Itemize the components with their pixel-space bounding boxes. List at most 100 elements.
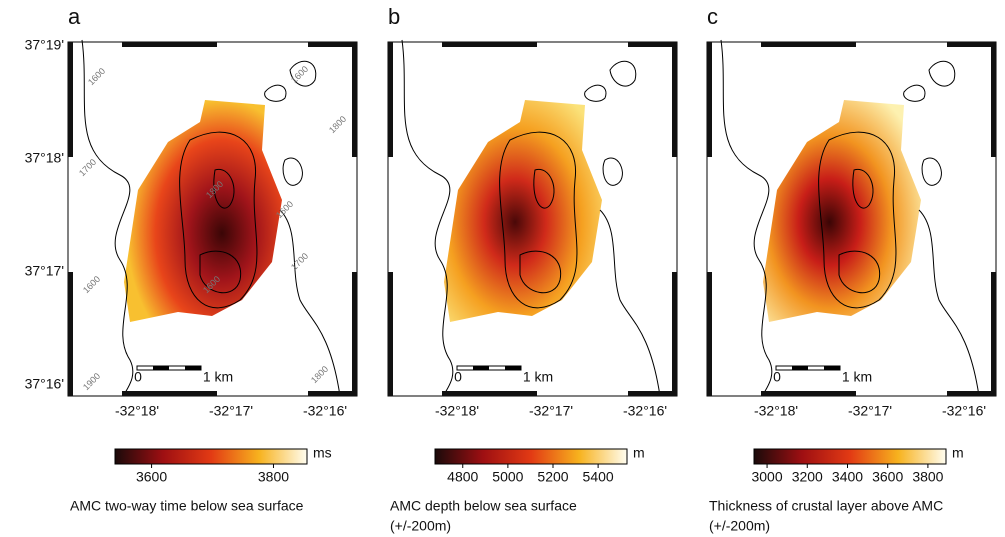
contour: [928, 60, 956, 87]
colorbar-caption: (+/-200m): [390, 518, 451, 534]
scale-label: 0: [454, 369, 462, 385]
scale-bar-fill: [153, 366, 169, 370]
frame-bar: [991, 42, 996, 157]
amc-map: [763, 100, 921, 322]
contour: [602, 157, 623, 186]
contour-label: 1700: [289, 251, 310, 272]
colorbar-caption: AMC depth below sea surface: [390, 498, 577, 514]
colorbar-caption: (+/-200m): [709, 518, 770, 534]
contour: [289, 60, 317, 87]
frame-bar: [707, 42, 712, 157]
lon-label: -32°18': [754, 403, 798, 419]
colorbar-unit: m: [952, 445, 964, 461]
contour: [279, 209, 341, 397]
frame-bar: [628, 391, 677, 396]
contour: [179, 131, 258, 309]
contour-label: 1800: [327, 114, 348, 135]
colorbar-tick-label: 3800: [912, 469, 943, 485]
scale-bar-fill: [505, 366, 521, 370]
scale-label: 1 km: [523, 369, 553, 385]
colorbar-tick-label: 4800: [447, 469, 478, 485]
contour: [401, 39, 454, 397]
frame-bar: [628, 42, 677, 47]
contour: [818, 131, 897, 309]
scale-label: 0: [134, 369, 142, 385]
colorbar-tick-label: 3200: [792, 469, 823, 485]
colorbar-tick-label: 5200: [537, 469, 568, 485]
frame-bar: [947, 391, 996, 396]
contour: [609, 60, 637, 87]
frame-bar: [672, 272, 677, 396]
lon-label: -32°18': [115, 403, 159, 419]
frame-bar: [761, 42, 856, 47]
frame-bar: [122, 391, 217, 396]
frame-bar: [947, 42, 996, 47]
scale-bar-fill: [792, 366, 808, 370]
contour: [213, 168, 235, 209]
panel-label: b: [388, 4, 400, 29]
amc-map: [444, 100, 602, 322]
colorbar-tick-label: 3600: [872, 469, 903, 485]
lon-label: -32°18': [435, 403, 479, 419]
frame-bar: [442, 42, 537, 47]
contour: [199, 250, 242, 294]
scale-label: 1 km: [842, 369, 872, 385]
frame-bar: [352, 42, 357, 157]
colorbar-tick-label: 5000: [492, 469, 523, 485]
lon-label: -32°16': [303, 403, 347, 419]
scale-bar-fill: [185, 366, 201, 370]
contour-label: 1900: [81, 371, 102, 392]
frame-bar: [352, 272, 357, 396]
amc-map: [124, 100, 282, 322]
lat-label: 37°18': [25, 150, 64, 166]
colorbar-tick-label: 5400: [583, 469, 614, 485]
lon-label: -32°16': [942, 403, 986, 419]
frame-bar: [122, 42, 217, 47]
colorbar: [114, 448, 308, 465]
contour: [599, 209, 661, 397]
colorbar-unit: m: [633, 445, 645, 461]
contour-label: 1700: [77, 157, 98, 178]
colorbar-tick-label: 3600: [136, 469, 167, 485]
lon-label: -32°17': [529, 403, 573, 419]
panel: c 0 1 km -32°18' -32°17' -32°16' 3000 3200 3400 3…: [706, 4, 997, 534]
scale-label: 0: [773, 369, 781, 385]
panel: b 0 1 km -32°18' -32°17' -32°16' 4800 5000 5200 5…: [387, 4, 678, 534]
contour: [81, 39, 134, 397]
contour: [921, 157, 942, 186]
contour: [584, 84, 607, 102]
contour: [533, 168, 555, 209]
contour: [838, 250, 881, 294]
contour: [852, 168, 874, 209]
scale-label: 1 km: [203, 369, 233, 385]
contour: [918, 209, 980, 397]
frame-bar: [761, 391, 856, 396]
frame-bar: [388, 272, 393, 396]
frame-bar: [308, 391, 357, 396]
contour: [903, 84, 926, 102]
panel-label: a: [68, 4, 81, 29]
frame-bar: [308, 42, 357, 47]
lat-label: 37°16': [25, 376, 64, 392]
colorbar-tick-label: 3800: [258, 469, 289, 485]
colorbar: [434, 448, 628, 465]
frame-bar: [68, 272, 73, 396]
frame-bar: [991, 272, 996, 396]
frame-bar: [388, 42, 393, 157]
frame-bar: [707, 272, 712, 396]
lon-label: -32°17': [848, 403, 892, 419]
panel-label: c: [707, 4, 718, 29]
frame-bar: [68, 42, 73, 157]
colorbar-unit: ms: [313, 445, 332, 461]
frame-bar: [672, 42, 677, 157]
lon-label: -32°16': [623, 403, 667, 419]
contour-label: 1600: [86, 66, 107, 87]
lon-label: -32°17': [209, 403, 253, 419]
colorbar-caption: AMC two-way time below sea surface: [70, 498, 304, 514]
scale-bar-fill: [473, 366, 489, 370]
colorbar-tick-label: 3000: [751, 469, 782, 485]
contour: [720, 39, 773, 397]
contour: [264, 84, 287, 102]
contour-label: 1800: [309, 364, 330, 385]
